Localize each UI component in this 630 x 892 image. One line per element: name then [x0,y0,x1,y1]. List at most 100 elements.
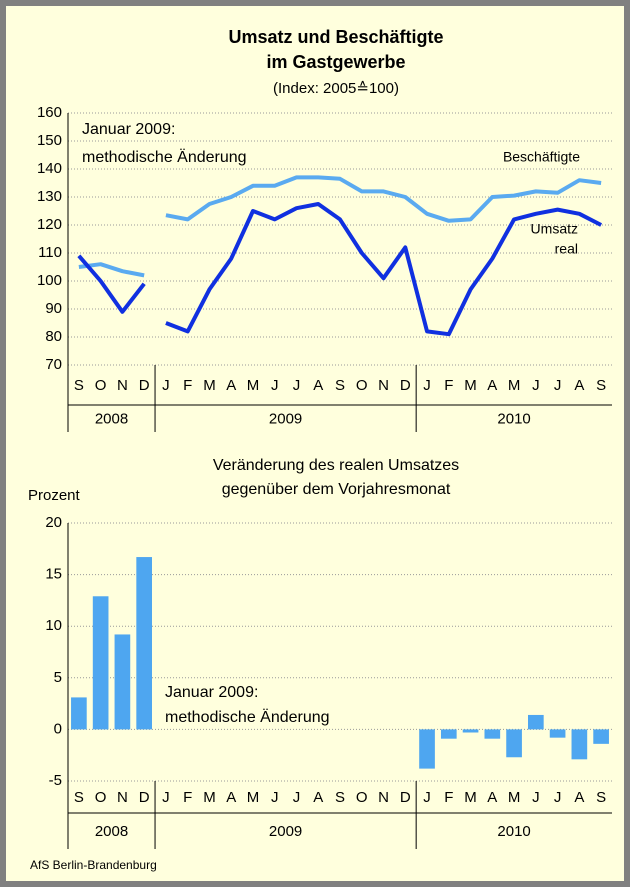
x-tick-label: M [508,789,521,806]
x-tick-label: M [508,377,521,394]
bar [114,634,131,730]
y-tick-label: 10 [45,617,62,634]
y-tick-label: 90 [45,300,62,317]
x-tick-label: J [423,377,431,394]
x-tick-label: A [574,377,584,394]
chart-title: gegenüber dem Vorjahresmonat [222,481,451,498]
x-tick-label: S [74,789,84,806]
y-tick-label: 100 [37,272,62,289]
annotation: Januar 2009: [82,121,175,138]
y-tick-label: 160 [37,104,62,121]
x-tick-label: F [183,789,192,806]
bar [71,697,87,730]
x-tick-label: A [313,789,323,806]
x-tick-label: S [74,377,84,394]
y-tick-label: 140 [37,160,62,177]
annotation: methodische Änderung [82,148,247,166]
x-tick-label: J [554,789,562,806]
x-tick-label: M [247,789,260,806]
x-tick-label: M [203,377,216,394]
x-tick-label: A [487,789,497,806]
x-tick-label: S [335,789,345,806]
x-tick-label: F [444,377,453,394]
chart-subtitle: (Index: 2005≙100) [273,80,399,97]
y-tick-label: 80 [45,328,62,345]
bar [92,596,109,730]
x-tick-label: J [554,377,562,394]
annotation: Beschäftigte [503,149,580,165]
y-tick-label: 15 [45,566,62,583]
x-tick-label: S [335,377,345,394]
x-tick-label: J [532,789,540,806]
y-tick-label: 70 [45,356,62,373]
y-tick-label: 0 [54,720,62,737]
x-tick-label: J [532,377,540,394]
x-tick-label: J [271,377,279,394]
series-line [77,254,146,314]
x-group-label: 2010 [497,410,530,427]
y-tick-label: 20 [45,514,62,531]
x-tick-label: D [139,789,150,806]
annotation: Umsatz [531,221,578,237]
x-tick-label: N [378,789,389,806]
x-tick-label: O [356,377,368,394]
y-tick-label: 150 [37,132,62,149]
x-tick-label: F [444,789,453,806]
x-tick-label: N [378,377,389,394]
x-tick-label: D [400,789,411,806]
bar [593,729,609,744]
x-tick-label: M [464,789,477,806]
x-tick-label: A [487,377,497,394]
x-tick-label: S [596,789,606,806]
x-tick-label: M [247,377,260,394]
x-tick-label: O [356,789,368,806]
bar [571,729,588,760]
x-group-label: 2009 [269,410,302,427]
bar [462,729,479,733]
chart-title: Veränderung des realen Umsatzes [213,457,459,474]
series-line [165,175,602,223]
x-tick-label: J [271,789,279,806]
chart-title: Umsatz und Beschäftigte [228,27,443,47]
x-tick-label: A [574,789,584,806]
x-tick-label: S [596,377,606,394]
x-tick-label: D [400,377,411,394]
x-group-label: 2008 [95,410,128,427]
x-tick-label: J [293,377,301,394]
y-tick-label: 130 [37,188,62,205]
x-tick-label: O [95,377,107,394]
bar [506,729,522,758]
bar [484,729,501,739]
annotation: real [555,241,578,257]
x-tick-label: A [226,789,236,806]
x-tick-label: J [162,789,170,806]
annotation: methodische Änderung [165,708,330,726]
y-tick-label: 5 [54,669,62,686]
x-tick-label: N [117,789,128,806]
x-group-label: 2010 [497,823,530,840]
x-tick-label: D [139,377,150,394]
x-tick-label: M [464,377,477,394]
x-tick-label: J [162,377,170,394]
bar [440,729,457,739]
x-tick-label: F [183,377,192,394]
bar [549,729,566,738]
chart-title: im Gastgewerbe [266,52,405,72]
x-tick-label: J [293,789,301,806]
x-tick-label: A [226,377,236,394]
x-tick-label: N [117,377,128,394]
bar [528,714,544,730]
x-tick-label: J [423,789,431,806]
x-group-label: 2008 [95,823,128,840]
bar [419,729,435,769]
x-tick-label: M [203,789,216,806]
annotation: Januar 2009: [165,684,258,701]
footer: AfS Berlin-Brandenburg [30,858,157,872]
y-tick-label: -5 [49,772,62,789]
x-tick-label: A [313,377,323,394]
bar [136,557,152,730]
x-tick-label: O [95,789,107,806]
y-axis-label: Prozent [28,487,81,504]
x-group-label: 2009 [269,823,302,840]
